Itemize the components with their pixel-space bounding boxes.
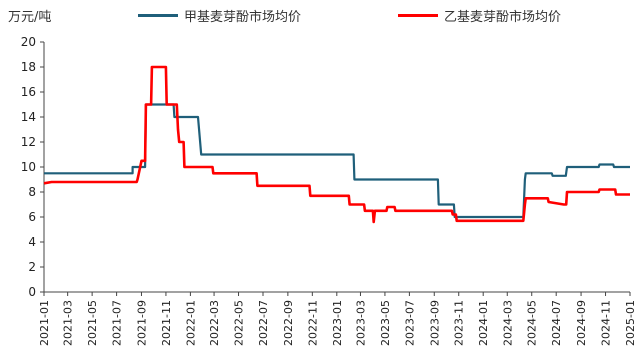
y-tick-label: 0: [28, 285, 36, 299]
x-tick-label: 2024-03: [501, 300, 514, 346]
x-tick-label: 2022-03: [208, 300, 221, 346]
y-tick-label: 4: [28, 235, 36, 249]
y-tick-label: 20: [21, 35, 36, 49]
x-tick-label: 2023-05: [379, 300, 392, 346]
x-tick-label: 2023-03: [354, 300, 367, 346]
x-tick-label: 2022-09: [282, 300, 295, 346]
x-tick-label: 2024-07: [550, 300, 563, 346]
x-tick-label: 2024-09: [575, 300, 588, 346]
y-tick-label: 12: [21, 135, 36, 149]
y-tick-label: 2: [28, 260, 36, 274]
legend-label-methyl: 甲基麦芽酚市场均价: [184, 10, 302, 25]
x-tick-label: 2022-11: [306, 300, 319, 346]
x-tick-label: 2023-01: [331, 300, 344, 346]
x-tick-label: 2024-05: [526, 300, 539, 346]
x-tick-label: 2021-07: [111, 300, 124, 346]
legend-swatch-methyl: [138, 14, 178, 17]
y-unit-label: 万元/吨: [8, 10, 52, 25]
x-tick-label: 2022-05: [233, 300, 246, 346]
legend-swatch-ethyl: [398, 14, 438, 17]
x-tick-label: 2025-01: [624, 300, 637, 346]
legend-item-methyl: 甲基麦芽酚市场均价: [138, 6, 301, 25]
y-tick-label: 18: [21, 60, 36, 74]
x-tick-label: 2022-07: [257, 300, 270, 346]
legend-label-ethyl: 乙基麦芽酚市场均价: [444, 10, 562, 25]
x-tick-label: 2023-11: [453, 300, 466, 346]
y-tick-label: 6: [28, 210, 36, 224]
x-tick-label: 2021-05: [86, 300, 99, 346]
y-tick-label: 14: [21, 110, 36, 124]
x-tick-label: 2021-11: [160, 300, 173, 346]
x-tick-label: 2022-01: [184, 300, 197, 346]
series-line-ethyl: [43, 65, 630, 224]
legend-item-ethyl: 乙基麦芽酚市场均价: [398, 6, 561, 25]
x-tick-label: 2021-03: [62, 300, 75, 346]
y-tick-label: 10: [21, 160, 36, 174]
x-tick-label: 2024-01: [477, 300, 490, 346]
y-tick-label: 8: [28, 185, 36, 199]
x-tick-label: 2023-09: [428, 300, 441, 346]
x-tick-label: 2023-07: [403, 300, 416, 346]
x-tick-label: 2024-11: [600, 300, 613, 346]
series-line-methyl: [44, 103, 630, 219]
x-tick-label: 2021-09: [135, 300, 148, 346]
x-tick-label: 2021-01: [38, 300, 51, 346]
y-tick-label: 16: [21, 85, 36, 99]
